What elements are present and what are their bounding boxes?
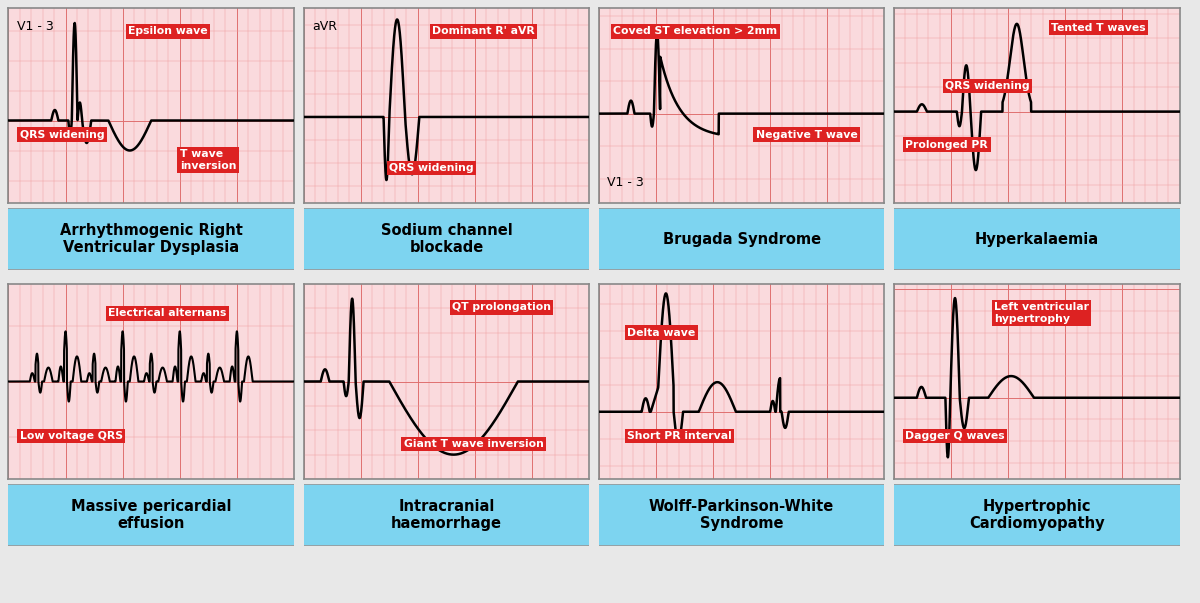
Text: V1 - 3: V1 - 3	[17, 20, 54, 33]
Text: Tented T waves: Tented T waves	[1051, 22, 1146, 33]
Text: Arrhythmogenic Right
Ventricular Dysplasia: Arrhythmogenic Right Ventricular Dysplas…	[60, 223, 242, 255]
Text: Epsilon wave: Epsilon wave	[128, 27, 208, 36]
Text: Delta wave: Delta wave	[628, 328, 696, 338]
Text: Electrical alternans: Electrical alternans	[108, 308, 227, 318]
FancyBboxPatch shape	[590, 208, 893, 270]
Text: QRS widening: QRS widening	[20, 130, 104, 140]
FancyBboxPatch shape	[590, 484, 893, 546]
Text: QT prolongation: QT prolongation	[452, 302, 551, 312]
FancyBboxPatch shape	[0, 484, 302, 546]
Text: Low voltage QRS: Low voltage QRS	[20, 431, 122, 441]
Text: Giant T wave inversion: Giant T wave inversion	[403, 439, 544, 449]
FancyBboxPatch shape	[295, 208, 598, 270]
FancyBboxPatch shape	[886, 208, 1188, 270]
Text: QRS widening: QRS widening	[946, 81, 1030, 91]
Text: T wave
inversion: T wave inversion	[180, 150, 236, 171]
Text: Dagger Q waves: Dagger Q waves	[906, 431, 1006, 441]
Text: Wolff-Parkinson-White
Syndrome: Wolff-Parkinson-White Syndrome	[649, 499, 834, 531]
Text: Hypertrophic
Cardiomyopathy: Hypertrophic Cardiomyopathy	[968, 499, 1105, 531]
Text: Prolonged PR: Prolonged PR	[906, 139, 988, 150]
FancyBboxPatch shape	[886, 484, 1188, 546]
Text: Massive pericardial
effusion: Massive pericardial effusion	[71, 499, 232, 531]
Text: Dominant R' aVR: Dominant R' aVR	[432, 27, 535, 36]
Text: Left ventricular
hypertrophy: Left ventricular hypertrophy	[994, 303, 1088, 324]
Text: Short PR interval: Short PR interval	[628, 431, 732, 441]
Text: V1 - 3: V1 - 3	[607, 176, 644, 189]
Text: Sodium channel
blockade: Sodium channel blockade	[380, 223, 512, 255]
Text: aVR: aVR	[312, 20, 337, 33]
FancyBboxPatch shape	[0, 208, 302, 270]
Text: Brugada Syndrome: Brugada Syndrome	[662, 232, 821, 247]
Text: Negative T wave: Negative T wave	[756, 130, 858, 140]
Text: Coved ST elevation > 2mm: Coved ST elevation > 2mm	[613, 27, 778, 36]
Text: Hyperkalaemia: Hyperkalaemia	[974, 232, 1099, 247]
Text: QRS widening: QRS widening	[389, 163, 474, 173]
Text: Intracranial
haemorrhage: Intracranial haemorrhage	[391, 499, 502, 531]
FancyBboxPatch shape	[295, 484, 598, 546]
